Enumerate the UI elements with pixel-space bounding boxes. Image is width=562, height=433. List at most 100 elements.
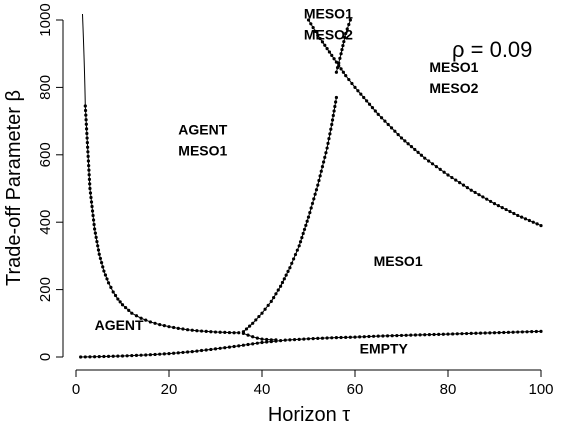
series-point <box>106 281 111 285</box>
series-point <box>251 321 255 325</box>
series-point <box>347 22 351 27</box>
series-point <box>322 160 326 164</box>
region-label-line: MESO1 <box>304 5 353 21</box>
series-point <box>342 39 346 44</box>
series-point <box>458 181 462 185</box>
series-point <box>111 290 115 294</box>
series-point <box>94 235 98 239</box>
series-point <box>301 231 305 236</box>
series-point <box>199 348 204 353</box>
series-point <box>102 354 106 359</box>
series-point <box>186 350 190 354</box>
series-point <box>316 336 320 340</box>
series-point <box>333 104 337 109</box>
series-point <box>520 215 524 219</box>
series-point <box>359 92 363 96</box>
series-point <box>395 333 399 338</box>
region-label: MESO1 MESO2 <box>304 5 353 42</box>
series-point <box>269 299 273 303</box>
series-point <box>461 183 466 187</box>
series-point <box>356 89 360 93</box>
series-point <box>186 328 190 332</box>
series-point <box>274 292 278 296</box>
series-point <box>120 303 125 307</box>
series-point <box>308 210 312 215</box>
series-point <box>531 220 535 224</box>
series-point <box>223 346 227 350</box>
series-point <box>237 331 241 335</box>
series-point <box>209 347 213 352</box>
series-point <box>409 333 413 337</box>
series-point <box>348 18 352 22</box>
series-agent-lower <box>241 331 278 342</box>
series-point <box>134 314 139 318</box>
series-point <box>293 252 298 257</box>
series-point <box>347 77 351 82</box>
series-point <box>512 211 516 216</box>
series-point <box>345 27 349 31</box>
series-point <box>88 191 93 195</box>
series-point <box>118 300 122 304</box>
series-point <box>478 331 483 335</box>
x-tick-label: 20 <box>161 381 178 398</box>
series-point <box>348 335 352 339</box>
series-point <box>176 351 180 355</box>
series-point <box>319 169 323 173</box>
series-point <box>84 127 89 131</box>
series-point <box>483 331 487 335</box>
series-point <box>320 336 325 340</box>
series-point <box>124 305 128 310</box>
series-point <box>325 336 329 340</box>
series-point <box>539 329 543 333</box>
series-point <box>263 307 267 311</box>
series-point <box>427 159 431 163</box>
series-point <box>442 170 446 174</box>
series-point <box>88 182 92 186</box>
series-point <box>409 145 414 149</box>
series-point <box>292 338 297 342</box>
series-point <box>338 56 342 60</box>
series-point <box>497 331 501 335</box>
series-point <box>105 277 109 281</box>
series-point <box>516 330 520 334</box>
region-label-line: EMPTY <box>360 341 409 357</box>
series-point <box>213 347 218 351</box>
series-point <box>90 209 95 213</box>
series-point <box>172 351 176 355</box>
series-point <box>288 338 292 342</box>
region-label: MESO1 <box>374 253 423 269</box>
y-tick-label: 0 <box>37 353 54 361</box>
series-point <box>84 118 88 122</box>
series-point <box>506 330 511 334</box>
series-point <box>530 330 534 334</box>
series-point <box>95 239 99 244</box>
series-point <box>158 352 162 356</box>
series-point <box>460 332 464 336</box>
series-point <box>474 331 478 335</box>
series-point <box>283 338 287 342</box>
series-point <box>419 153 424 157</box>
region-label-line: MESO1 <box>429 59 478 75</box>
series-point <box>148 320 152 324</box>
series-point <box>84 122 88 126</box>
series-point <box>251 335 255 339</box>
series-point <box>218 346 222 350</box>
series-point <box>492 202 497 206</box>
series-point <box>295 248 299 252</box>
series-point <box>353 335 357 339</box>
series-point <box>310 201 315 206</box>
series-point <box>446 173 450 177</box>
x-tick-label: 100 <box>528 381 553 398</box>
series-point <box>413 147 417 152</box>
series-point <box>148 353 152 357</box>
series-point <box>139 353 143 357</box>
series-point <box>93 355 97 359</box>
series-point <box>399 136 404 140</box>
region-label-line: MESO2 <box>429 80 478 96</box>
series-point <box>343 35 347 40</box>
series-point <box>209 330 213 334</box>
series-point <box>323 155 327 159</box>
series-point <box>130 311 134 315</box>
series-meso2-boundary <box>241 95 338 334</box>
